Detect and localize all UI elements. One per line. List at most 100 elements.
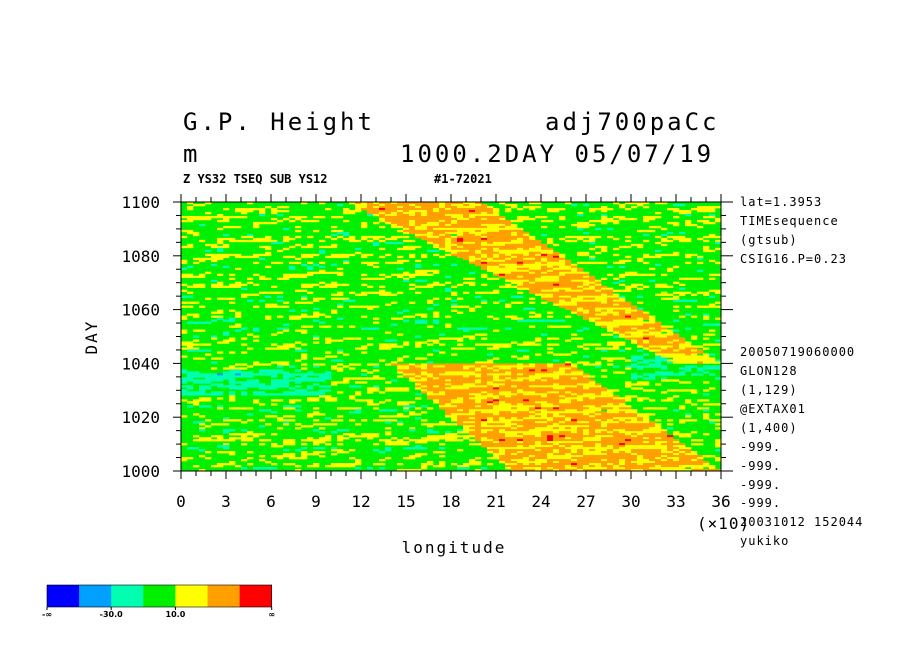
heatmap-cell bbox=[631, 457, 638, 460]
heatmap-cell bbox=[661, 227, 668, 231]
heatmap-cell bbox=[541, 415, 548, 418]
heatmap-cell bbox=[505, 409, 512, 412]
heatmap-cell bbox=[679, 419, 686, 422]
heatmap-cell bbox=[451, 379, 458, 382]
heatmap-cell bbox=[517, 405, 524, 408]
heatmap-cell bbox=[445, 411, 452, 414]
heatmap-cell bbox=[439, 202, 446, 205]
heatmap-cell bbox=[481, 409, 488, 412]
heatmap-cell bbox=[673, 295, 680, 298]
heatmap-cell bbox=[247, 407, 254, 410]
heatmap-cell bbox=[601, 249, 608, 253]
heatmap-cell bbox=[667, 347, 674, 350]
heatmap-cell bbox=[547, 413, 554, 416]
heatmap-cell bbox=[277, 295, 284, 298]
heatmap-cell bbox=[523, 387, 530, 390]
heatmap-cell bbox=[655, 425, 662, 428]
heatmap-cell bbox=[655, 353, 662, 356]
heatmap-cell bbox=[445, 247, 452, 251]
heatmap-cell bbox=[433, 211, 440, 215]
heatmap-cell bbox=[385, 457, 392, 460]
heatmap-cell bbox=[565, 427, 572, 430]
heatmap-cell bbox=[649, 461, 656, 464]
heatmap-cell bbox=[241, 371, 248, 374]
heatmap-cell bbox=[319, 393, 326, 396]
heatmap-cell bbox=[193, 335, 200, 338]
heatmap-cell bbox=[655, 383, 662, 386]
heatmap-cell bbox=[691, 355, 698, 358]
heatmap-cell bbox=[631, 429, 638, 432]
heatmap-cell bbox=[505, 379, 512, 382]
heatmap-cell bbox=[613, 221, 620, 225]
heatmap-cell bbox=[535, 271, 542, 275]
heatmap-cell bbox=[631, 439, 638, 442]
heatmap-cell bbox=[529, 419, 536, 422]
heatmap-cell bbox=[571, 409, 578, 412]
heatmap-cell bbox=[517, 277, 524, 281]
heatmap-cell bbox=[439, 215, 446, 219]
heatmap-cell bbox=[481, 429, 488, 432]
heatmap-cell bbox=[445, 237, 452, 241]
heatmap-cell bbox=[517, 249, 524, 253]
heatmap-cell bbox=[493, 381, 500, 384]
heatmap-cell bbox=[307, 267, 314, 271]
heatmap-cell bbox=[349, 457, 356, 460]
heatmap-cell bbox=[631, 437, 638, 440]
heatmap-cell bbox=[217, 281, 224, 284]
heatmap-cell bbox=[541, 395, 548, 398]
heatmap-cell bbox=[619, 309, 626, 312]
heatmap-cell bbox=[301, 283, 308, 286]
heatmap-cell bbox=[313, 271, 320, 275]
heatmap-cell bbox=[619, 419, 626, 422]
heatmap-cell bbox=[535, 263, 542, 267]
heatmap-cell bbox=[343, 283, 350, 286]
heatmap-cell bbox=[541, 419, 548, 422]
heatmap-cell bbox=[529, 375, 536, 378]
heatmap-cell bbox=[637, 243, 644, 247]
heatmap-cell bbox=[529, 381, 536, 384]
heatmap-cell bbox=[601, 387, 608, 390]
heatmap-cell bbox=[637, 361, 644, 364]
heatmap-cell bbox=[475, 415, 482, 418]
heatmap-cell bbox=[529, 237, 536, 241]
heatmap-cell bbox=[457, 403, 464, 406]
heatmap-cell bbox=[631, 433, 638, 436]
heatmap-cell bbox=[697, 369, 704, 372]
heatmap-cell bbox=[439, 247, 446, 251]
heatmap-cell bbox=[433, 243, 440, 247]
heatmap-cell bbox=[427, 429, 434, 432]
heatmap-cell bbox=[577, 299, 584, 302]
heatmap-cell bbox=[415, 229, 422, 233]
heatmap-cell bbox=[349, 239, 356, 243]
heatmap-cell bbox=[487, 243, 494, 247]
heatmap-cell bbox=[697, 439, 704, 442]
heatmap-cell bbox=[631, 447, 638, 450]
heatmap-cell bbox=[415, 265, 422, 269]
heatmap-cell bbox=[559, 277, 566, 281]
heatmap-cell bbox=[493, 231, 500, 235]
heatmap-cell bbox=[457, 233, 464, 237]
heatmap-cell bbox=[331, 263, 338, 267]
heatmap-cell bbox=[517, 365, 524, 368]
heatmap-cell bbox=[673, 453, 680, 456]
heatmap-cell bbox=[715, 445, 722, 448]
heatmap-cell bbox=[193, 373, 200, 376]
heatmap-cell bbox=[313, 463, 320, 466]
heatmap-cell bbox=[295, 391, 302, 394]
heatmap-cell bbox=[493, 387, 500, 390]
heatmap-cell bbox=[703, 347, 710, 350]
heatmap-cell bbox=[451, 435, 458, 438]
heatmap-cell bbox=[487, 213, 494, 217]
heatmap-cell bbox=[541, 411, 548, 414]
heatmap-cell bbox=[457, 405, 464, 408]
heatmap-cell bbox=[493, 411, 500, 414]
heatmap-cell bbox=[589, 431, 596, 434]
heatmap-cell bbox=[421, 215, 428, 219]
heatmap-cell bbox=[505, 397, 512, 400]
heatmap-cell bbox=[577, 273, 584, 277]
heatmap-cell bbox=[703, 355, 710, 358]
heatmap-cell bbox=[517, 415, 524, 418]
heatmap-cell bbox=[343, 299, 350, 302]
heatmap-cell bbox=[559, 425, 566, 428]
heatmap-cell bbox=[397, 203, 404, 207]
